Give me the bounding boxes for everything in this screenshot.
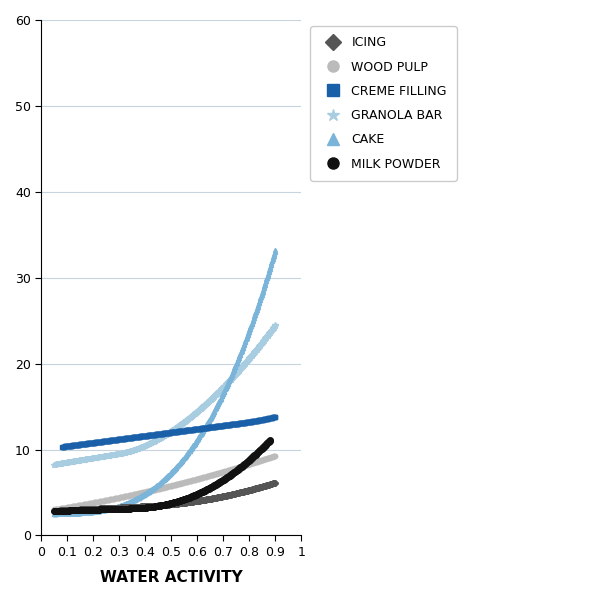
- X-axis label: WATER ACTIVITY: WATER ACTIVITY: [100, 570, 243, 585]
- Legend: ICING, WOOD PULP, CREME FILLING, GRANOLA BAR, CAKE, MILK POWDER: ICING, WOOD PULP, CREME FILLING, GRANOLA…: [310, 26, 457, 181]
